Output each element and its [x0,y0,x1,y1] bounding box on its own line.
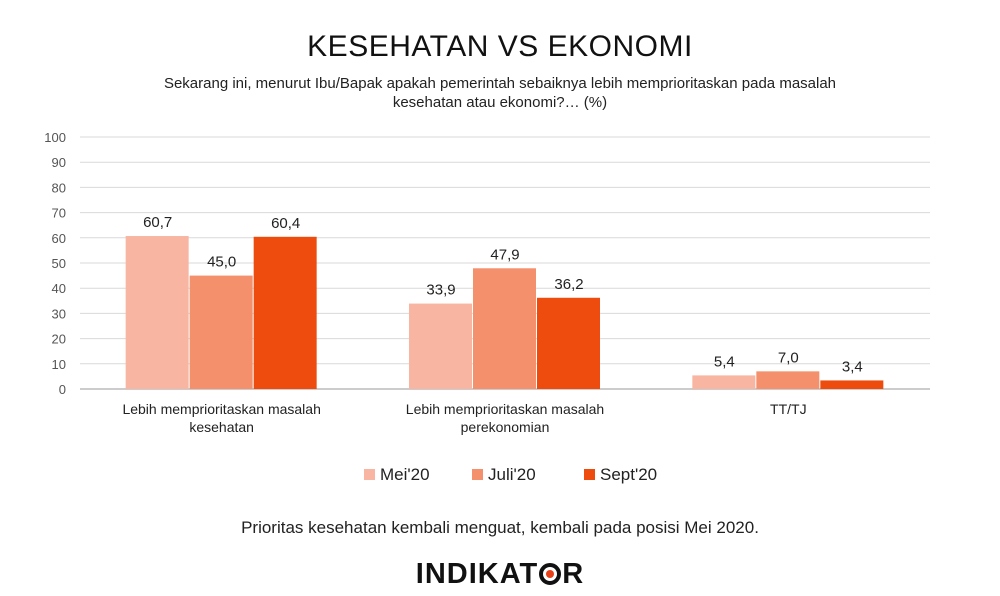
legend-swatch [584,469,595,480]
indikator-logo: INDIKAT R [0,558,1000,591]
data-label: 7,0 [778,349,799,366]
legend-swatch [364,469,375,480]
legend-swatch [472,469,483,480]
chart-title: KESEHATAN VS EKONOMI [307,30,693,63]
data-label: 60,4 [271,215,300,232]
bar [692,375,756,389]
x-category-label: Lebih memprioritaskan masalah [122,401,320,417]
data-label: 45,0 [207,254,236,271]
y-tick-label: 40 [52,281,66,296]
bar [409,303,472,389]
y-tick-label: 10 [52,357,66,372]
bar [253,236,317,389]
x-category-label: kesehatan [189,419,254,435]
y-tick-label: 90 [52,155,66,170]
y-tick-label: 100 [44,130,66,145]
legend-label: Mei'20 [380,465,430,484]
y-tick-label: 60 [52,231,66,246]
bar-chart: 0 10 20 30 40 50 60 70 80 90 100 60,7 45,0 60,4 Lebih … [44,130,930,484]
legend-label: Juli'20 [488,465,536,484]
data-label: 33,9 [426,282,455,299]
x-category-label: Lebih memprioritaskan masalah [406,401,604,417]
data-label: 5,4 [714,353,735,370]
x-category-label: TT/TJ [770,401,807,417]
logo-o-icon [539,563,562,585]
x-category-label: perekonomian [461,419,550,435]
logo-text-start: INDIKAT [415,558,539,590]
bar [820,380,884,389]
logo-text-end: R [562,558,585,590]
data-label: 60,7 [143,214,172,231]
data-label: 3,4 [842,358,863,375]
y-tick-label: 30 [52,306,66,321]
bar [473,268,536,389]
chart-subtitle: Sekarang ini, menurut Ibu/Bapak apakah p… [163,75,837,111]
y-tick-label: 70 [52,206,66,221]
y-tick-label: 0 [59,382,66,397]
y-tick-label: 80 [52,180,66,195]
chart-footnote: Prioritas kesehatan kembali menguat, kem… [241,518,759,537]
y-tick-label: 20 [52,332,66,347]
data-label: 36,2 [554,276,583,293]
data-label: 47,9 [490,246,519,263]
legend-label: Sept'20 [600,465,657,484]
bar [756,371,820,389]
bar [537,297,600,389]
bar [125,236,189,389]
bar [189,275,253,389]
y-tick-label: 50 [52,256,66,271]
